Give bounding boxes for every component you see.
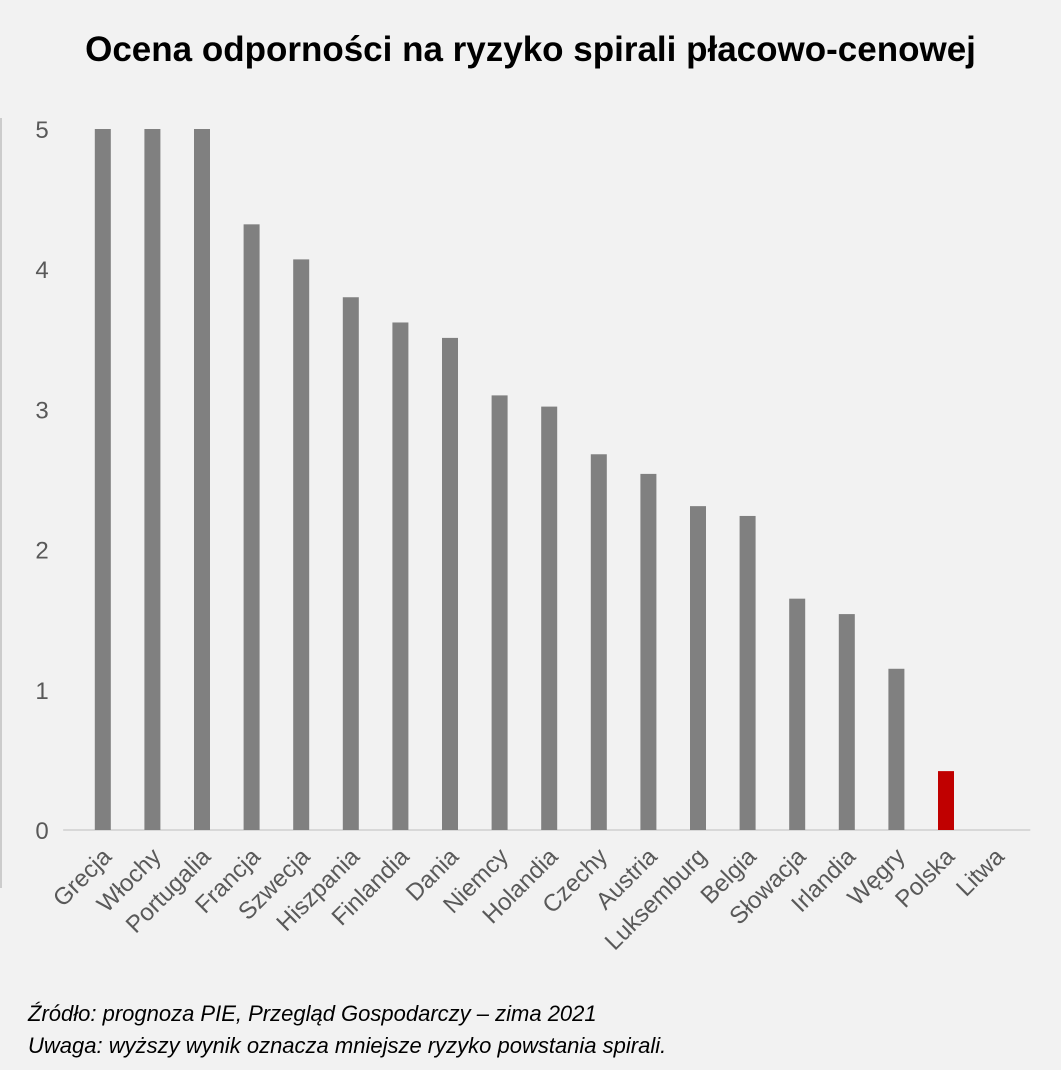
y-tick-label: 0 [35,818,48,845]
y-tick-label: 5 [35,117,48,144]
y-tick-label: 1 [35,678,48,705]
bar-17 [938,771,954,830]
bar-chart: 012345GrecjaWłochyPortugaliaFrancjaSzwec… [0,117,1031,956]
y-tick-label: 2 [35,538,48,565]
source-note: Źródło: prognoza PIE, Przegląd Gospodarc… [28,1001,597,1026]
bar-4 [293,259,310,830]
bar-1 [144,129,161,830]
bar-10 [590,454,607,830]
bar-3 [243,224,260,830]
bar-6 [392,322,409,830]
x-tick-label: Litwa [951,843,1010,902]
bar-15 [838,614,855,830]
y-tick-label: 4 [35,257,48,284]
chart-notes: Źródło: prognoza PIE, Przegląd Gospodarc… [28,998,666,1062]
bar-14 [789,598,806,830]
bar-11 [640,473,657,830]
bar-13 [739,515,756,830]
bar-8 [491,395,508,830]
bar-0 [94,129,111,830]
remark-note: Uwaga: wyższy wynik oznacza mniejsze ryz… [28,1033,667,1058]
bar-16 [888,668,905,830]
bar-12 [690,506,706,830]
bar-7 [442,337,458,830]
chart-title: Ocena odporności na ryzyko spirali płaco… [85,30,976,69]
y-tick-label: 3 [35,397,48,424]
bar-5 [342,297,359,830]
bar-9 [541,406,558,830]
bar-2 [194,129,210,830]
